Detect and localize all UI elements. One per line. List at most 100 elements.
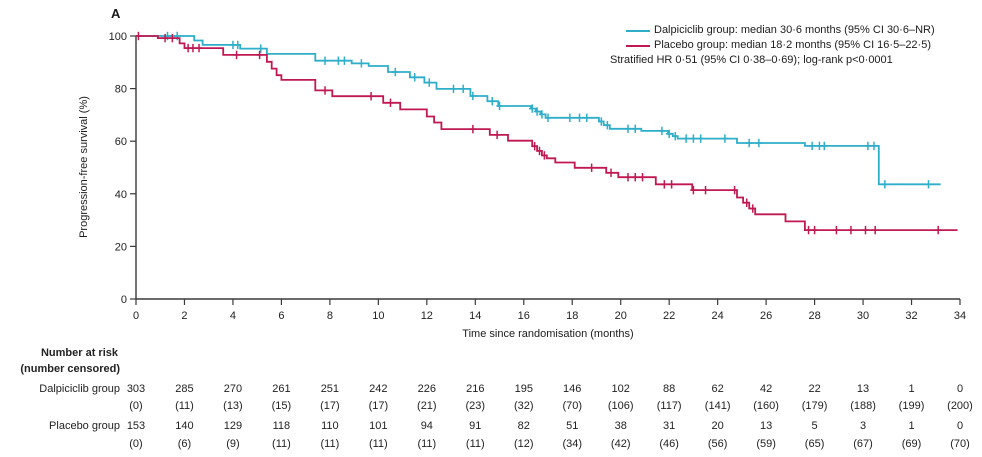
at-risk-value: 285: [175, 383, 193, 395]
placebo-group-series: [135, 31, 958, 235]
censored-value: (179): [802, 400, 828, 412]
placebo-group-censor-marks: [135, 31, 942, 235]
risk-row-label: Dalpiciclib group: [39, 383, 120, 395]
x-tick-label: 16: [518, 310, 530, 322]
at-risk-value: 110: [321, 420, 339, 432]
at-risk-value: 5: [812, 420, 818, 432]
at-risk-value: 118: [273, 420, 291, 432]
censored-value: (46): [659, 438, 679, 450]
censored-value: (12): [514, 438, 534, 450]
x-tick-label: 6: [278, 310, 284, 322]
at-risk-value: 82: [518, 420, 530, 432]
censored-value: (42): [611, 438, 631, 450]
x-tick-label: 28: [808, 310, 820, 322]
x-tick-label: 22: [663, 310, 675, 322]
censored-value: (56): [708, 438, 728, 450]
at-risk-value: 91: [469, 420, 481, 432]
at-risk-value: 102: [612, 383, 630, 395]
legend-swatch-dalpiciclib: [626, 30, 650, 32]
legend-label-dalpiciclib: Dalpiciclib group: median 30·6 months (9…: [654, 24, 935, 36]
dalpiciclib-group-series: [136, 31, 941, 189]
censored-value: (6): [178, 438, 191, 450]
y-tick-label: 80: [115, 84, 127, 96]
at-risk-value: 226: [418, 383, 436, 395]
censored-value: (70): [950, 438, 970, 450]
censored-value: (11): [417, 438, 436, 450]
y-tick-label: 60: [115, 136, 127, 148]
at-risk-value: 22: [808, 383, 820, 395]
censored-value: (9): [226, 438, 239, 450]
panel-label: A: [111, 6, 121, 21]
at-risk-value: 13: [760, 420, 772, 432]
censored-value: (32): [514, 400, 534, 412]
censored-value: (199): [899, 400, 925, 412]
x-tick-label: 8: [327, 310, 333, 322]
censored-value: (34): [562, 438, 582, 450]
at-risk-value: 270: [224, 383, 242, 395]
placebo-group-curve: [136, 35, 958, 231]
x-tick-label: 0: [133, 310, 139, 322]
at-risk-value: 242: [369, 383, 387, 395]
censored-value: (69): [902, 438, 922, 450]
censored-value: (11): [272, 438, 291, 450]
at-risk-value: 146: [563, 383, 581, 395]
x-tick-label: 2: [181, 310, 187, 322]
dalpiciclib-group-curve: [136, 35, 941, 186]
dalpiciclib-group-censor-marks: [164, 31, 932, 189]
at-risk-value: 51: [566, 420, 578, 432]
censored-value: (160): [753, 400, 779, 412]
at-risk-value: 0: [957, 383, 963, 395]
y-tick-label: 100: [109, 31, 127, 43]
at-risk-value: 38: [615, 420, 627, 432]
at-risk-value: 195: [515, 383, 533, 395]
axis-ticks: [130, 35, 961, 305]
y-axis-title: Progression-free survival (%): [78, 96, 90, 238]
x-tick-label: 10: [372, 310, 384, 322]
at-risk-value: 1: [908, 383, 914, 395]
x-tick-label: 14: [469, 310, 481, 322]
censored-value: (59): [756, 438, 776, 450]
censored-value: (65): [805, 438, 825, 450]
at-risk-value: 88: [663, 383, 675, 395]
x-axis-title: Time since randomisation (months): [462, 328, 634, 340]
at-risk-value: 1: [908, 420, 914, 432]
censored-value: (17): [320, 400, 340, 412]
censored-value: (11): [321, 438, 340, 450]
censored-value: (141): [705, 400, 731, 412]
censored-value: (13): [223, 400, 243, 412]
censored-value: (0): [129, 400, 142, 412]
x-tick-label: 4: [230, 310, 236, 322]
at-risk-value: 13: [857, 383, 869, 395]
censored-value: (106): [608, 400, 634, 412]
risk-table: Number at risk (number censored) Dalpicicl…: [20, 347, 972, 450]
at-risk-value: 216: [466, 383, 484, 395]
censored-value: (200): [947, 400, 973, 412]
y-tick-label: 0: [121, 294, 127, 306]
censored-value: (11): [466, 438, 485, 450]
censored-value: (21): [417, 400, 437, 412]
x-tick-label: 30: [857, 310, 869, 322]
risk-table-header: Number at risk: [41, 347, 119, 359]
at-risk-value: 153: [127, 420, 145, 432]
at-risk-value: 62: [712, 383, 724, 395]
at-risk-value: 129: [224, 420, 242, 432]
x-tick-label: 26: [760, 310, 772, 322]
censored-value: (0): [129, 438, 142, 450]
x-tick-label: 20: [615, 310, 627, 322]
risk-table-subheader: (number censored): [20, 363, 120, 375]
censored-value: (15): [272, 400, 292, 412]
at-risk-value: 261: [272, 383, 290, 395]
legend-label-placebo: Placebo group: median 18·2 months (95% C…: [654, 39, 931, 51]
x-tick-label: 18: [566, 310, 578, 322]
x-tick-label: 12: [421, 310, 433, 322]
censored-value: (67): [853, 438, 873, 450]
at-risk-value: 3: [860, 420, 866, 432]
at-risk-value: 303: [127, 383, 145, 395]
censored-value: (188): [850, 400, 876, 412]
at-risk-value: 0: [957, 420, 963, 432]
at-risk-value: 140: [175, 420, 193, 432]
censored-value: (23): [466, 400, 486, 412]
